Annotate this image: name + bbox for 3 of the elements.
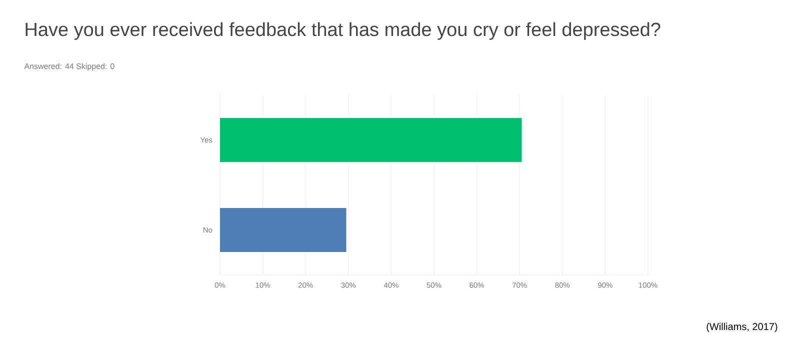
- text: (Williams, 2017): [706, 322, 778, 332]
- chart-title: Have you ever received feedback that has made you cry or feel depressed?: [26, 22, 660, 40]
- text: Answered: 44 Skipped: 0: [24, 63, 114, 71]
